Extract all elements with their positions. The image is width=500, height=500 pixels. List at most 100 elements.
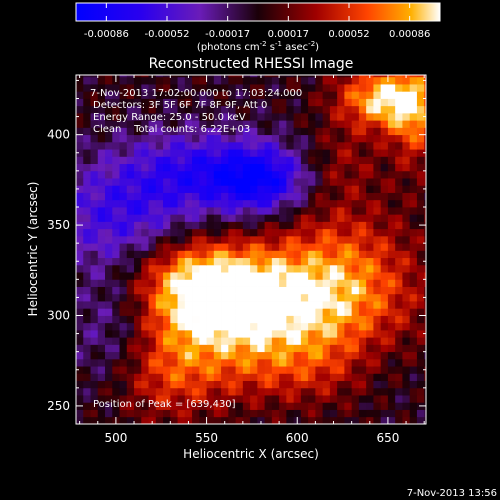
heatmap-cell [83,178,91,186]
heatmap-cell [141,91,149,99]
heatmap-cell [213,315,222,324]
heatmap-cell [76,272,84,280]
heatmap-cell [163,199,171,208]
heatmap-cell [97,127,106,136]
heatmap-cell [358,373,367,381]
heatmap-cell [112,185,120,193]
heatmap-cell [126,264,135,273]
heatmap-cell [155,192,164,201]
heatmap-cell [192,416,200,424]
heatmap-cell [119,185,128,193]
heatmap-cell [170,387,178,396]
heatmap-cell [409,105,418,114]
heatmap-cell [184,207,193,215]
heatmap-cell [206,120,215,128]
heatmap-cell [228,301,236,309]
heatmap-cell [148,243,157,251]
heatmap-cell [300,120,309,128]
heatmap-cell [199,358,207,367]
heatmap-cell [213,98,222,107]
heatmap-cell [83,402,91,410]
heatmap-cell [126,112,135,121]
heatmap-cell [373,315,382,324]
heatmap-cell [141,387,149,396]
heatmap-cell [337,156,345,164]
heatmap-cell [387,185,396,193]
heatmap-cell [242,192,251,201]
heatmap-cell [344,243,353,251]
heatmap-cell [373,243,382,251]
heatmap-cell [97,257,106,266]
heatmap-cell [192,344,200,353]
heatmap-cell [126,221,135,230]
heatmap-cell [366,91,374,99]
heatmap-cell [257,112,265,121]
heatmap-cell [416,337,425,345]
heatmap-cell [344,141,353,150]
heatmap-cell [329,402,338,410]
heatmap-cell [163,207,171,215]
heatmap-cell [264,322,273,331]
heatmap-cell [199,112,207,121]
heatmap-cell [163,163,171,172]
heatmap-cell [184,358,193,367]
heatmap-cell [402,329,411,338]
heatmap-cell [373,134,382,143]
heatmap-cell [337,366,345,374]
heatmap-cell [329,76,338,85]
heatmap-cell [235,366,244,374]
heatmap-cell [329,358,338,367]
heatmap-cell [424,272,426,280]
heatmap-cell [416,207,425,215]
heatmap-cell [351,75,360,78]
heatmap-cell [163,120,171,128]
heatmap-cell [141,84,149,92]
heatmap-cell [90,358,99,367]
heatmap-cell [366,358,374,367]
heatmap-cell [163,221,171,230]
heatmap-cell [409,91,418,99]
heatmap-cell [322,315,331,324]
heatmap-cell [184,315,193,324]
heatmap-cell [322,279,331,287]
heatmap-cell [235,141,244,150]
heatmap-cell [329,373,338,381]
heatmap-cell [351,351,360,360]
heatmap-cell [416,416,425,424]
heatmap-cell [416,199,425,208]
heatmap-cell [293,156,302,164]
heatmap-cell [351,395,360,403]
heatmap-cell [395,192,403,201]
heatmap-cell [387,257,396,266]
heatmap-cell [97,387,106,396]
heatmap-cell [105,279,113,287]
heatmap-cell [308,235,316,244]
heatmap-cell [329,98,338,107]
heatmap-cell [206,337,215,345]
heatmap-cell [286,112,295,121]
heatmap-cell [286,228,295,237]
heatmap-cell [184,243,193,251]
heatmap-cell [228,91,236,99]
heatmap-cell [271,207,280,215]
heatmap-cell [395,272,403,280]
heatmap-cell [337,293,345,302]
heatmap-cell [308,221,316,230]
heatmap-cell [250,76,258,85]
heatmap-cell [402,163,411,172]
heatmap-cell [97,141,106,150]
heatmap-cell [329,387,338,396]
heatmap-cell [257,170,265,179]
heatmap-cell [286,127,295,136]
heatmap-cell [366,279,374,287]
heatmap-cell [286,235,295,244]
heatmap-cell [402,344,411,353]
heatmap-cell [366,351,374,360]
heatmap-cell [402,228,411,237]
heatmap-cell [337,76,345,85]
heatmap-cell [257,84,265,92]
heatmap-cell [286,315,295,324]
heatmap-cell [184,301,193,309]
heatmap-cell [76,192,84,201]
heatmap-cell [286,387,295,396]
